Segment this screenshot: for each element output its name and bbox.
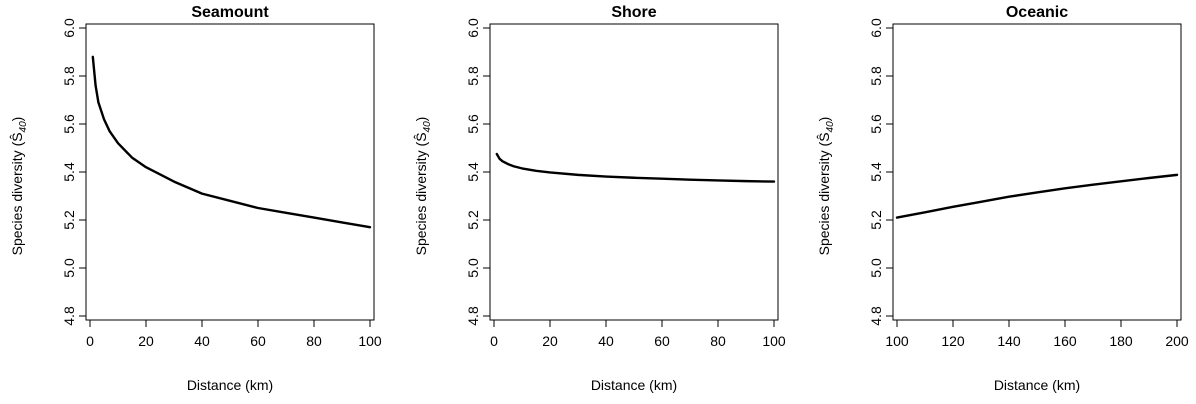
plot-frame (892, 23, 1182, 321)
x-tick-label: 100 (358, 333, 382, 349)
panel-title: Oceanic (1006, 4, 1068, 21)
x-tick-label: 100 (762, 333, 786, 349)
y-tick-label: 5.0 (465, 258, 481, 278)
y-tick-label: 5.6 (61, 114, 77, 134)
y-tick-label: 4.8 (868, 306, 884, 326)
y-tick-label: 5.8 (868, 66, 884, 86)
y-tick-label: 6.0 (868, 18, 884, 38)
y-tick-label: 5.2 (465, 210, 481, 230)
x-tick-label: 40 (598, 333, 614, 349)
panel-seamount: Seamount 0 20 40 60 80 100 4.8 5.0 5.2 5.4 5.6 5.8 6.… (9, 4, 382, 393)
y-axis-label-main: Species diversity (Ŝ (9, 132, 25, 255)
panel-shore: Shore 0 20 40 60 80 100 4.8 5.0 5.2 5.4 5.6 5.8 6.0 Di… (413, 4, 786, 393)
series-line (495, 152, 776, 183)
plot-frame (489, 23, 779, 321)
y-axis-label: Species diversity (Ŝ40) (816, 117, 836, 256)
plot-frame (85, 23, 375, 321)
x-tick-label: 100 (885, 333, 909, 349)
y-tick-label: 5.6 (465, 114, 481, 134)
y-axis-label-subscript: 40 (18, 121, 29, 133)
x-tick-label: 140 (997, 333, 1021, 349)
x-axis-label: Distance (km) (187, 377, 273, 393)
x-tick-label: 20 (542, 333, 558, 349)
y-tick-label: 6.0 (465, 18, 481, 38)
y-tick-label: 6.0 (61, 18, 77, 38)
series-line (91, 55, 372, 229)
panel-title: Shore (611, 4, 656, 21)
x-tick-label: 60 (250, 333, 266, 349)
x-tick-label: 160 (1053, 333, 1077, 349)
y-axis-label-subscript: 40 (422, 121, 433, 133)
y-axis-label-close: ) (816, 117, 832, 122)
x-tick-label: 40 (194, 333, 210, 349)
x-tick-label: 20 (138, 333, 154, 349)
y-axis-label: Species diversity (Ŝ40) (9, 117, 29, 256)
y-tick-label: 4.8 (465, 306, 481, 326)
x-tick-label: 60 (654, 333, 670, 349)
y-axis-label-close: ) (9, 117, 25, 122)
y-tick-label: 5.4 (465, 162, 481, 182)
x-tick-label: 180 (1109, 333, 1133, 349)
x-tick-label: 80 (306, 333, 322, 349)
y-tick-label: 5.0 (61, 258, 77, 278)
y-axis-label-main: Species diversity (Ŝ (816, 132, 832, 255)
x-tick-label: 120 (941, 333, 965, 349)
y-tick-label: 5.8 (465, 66, 481, 86)
y-tick-label: 5.4 (868, 162, 884, 182)
panel-oceanic: Oceanic 100 120 140 160 180 200 4.8 5.0 5.2 5.4 5.6… (816, 4, 1189, 393)
y-axis-label: Species diversity (Ŝ40) (413, 117, 433, 256)
y-axis-label-close: ) (413, 117, 429, 122)
y-tick-label: 4.8 (61, 306, 77, 326)
x-axis-label: Distance (km) (591, 377, 677, 393)
x-axis-label: Distance (km) (994, 377, 1080, 393)
x-tick-label: 0 (490, 333, 498, 349)
x-tick-label: 200 (1165, 333, 1189, 349)
y-tick-label: 5.0 (868, 258, 884, 278)
y-axis-label-subscript: 40 (825, 121, 836, 133)
y-tick-label: 5.8 (61, 66, 77, 86)
y-tick-label: 5.4 (61, 162, 77, 182)
series-line (895, 173, 1179, 219)
x-tick-label: 0 (86, 333, 94, 349)
y-tick-label: 5.2 (61, 210, 77, 230)
panel-title: Seamount (191, 4, 269, 21)
y-tick-label: 5.6 (868, 114, 884, 134)
y-axis-label-main: Species diversity (Ŝ (413, 132, 429, 255)
x-tick-label: 80 (710, 333, 726, 349)
y-tick-label: 5.2 (868, 210, 884, 230)
